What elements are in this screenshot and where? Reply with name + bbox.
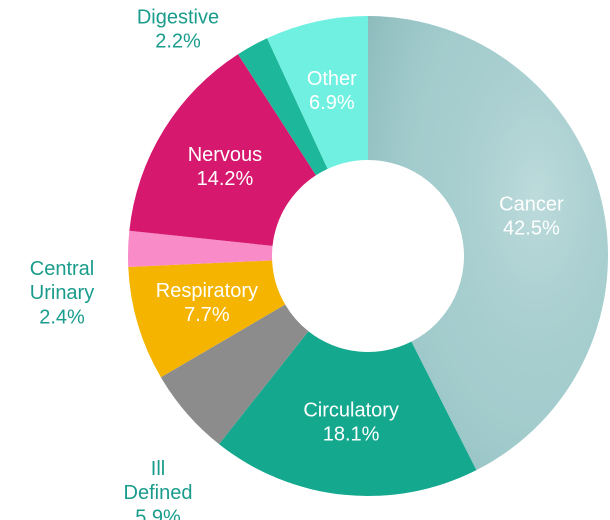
slice-label: Respiratory xyxy=(156,280,258,302)
slice-value-label: 2.4% xyxy=(39,306,85,328)
slice-label: Cancer xyxy=(499,193,564,215)
slice-value-label: 5.9% xyxy=(135,506,181,520)
slice-value-label: 18.1% xyxy=(323,423,380,445)
slice-label: Other xyxy=(307,68,357,90)
slice-value-label: 14.2% xyxy=(197,168,254,190)
slice-label: Digestive xyxy=(137,6,219,28)
slice-value-label: 6.9% xyxy=(309,92,355,114)
slice-value-label: 42.5% xyxy=(503,217,560,239)
slice-value-label: 2.2% xyxy=(155,30,201,52)
slice-label: Circulatory xyxy=(303,399,399,421)
slice-label: Nervous xyxy=(188,144,262,166)
slice-value-label: 7.7% xyxy=(184,304,230,326)
chart: Cancer42.5% Circulatory18.1% IllDefined 5.9… xyxy=(0,0,610,520)
